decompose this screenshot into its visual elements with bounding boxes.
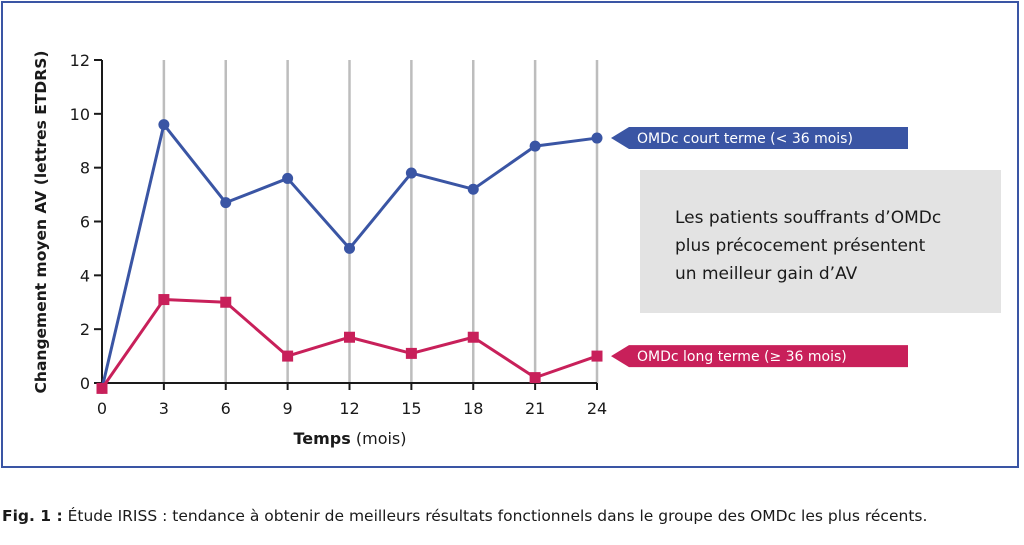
legend: OMDc court terme (< 36 mois) OMDc long te… bbox=[611, 127, 908, 368]
point-s1-0 bbox=[96, 382, 108, 394]
point-s1-6 bbox=[467, 331, 479, 343]
annotation-line-3: un meilleur gain d’AV bbox=[675, 264, 858, 284]
point-s1-3 bbox=[282, 350, 294, 362]
x-tick-label-0: 0 bbox=[97, 399, 107, 418]
x-axis-label-unit: (mois) bbox=[351, 429, 407, 448]
point-s0-1 bbox=[158, 119, 170, 131]
point-s0-2 bbox=[220, 197, 232, 209]
y-axis-label: Changement moyen AV (lettres ETDRS) bbox=[32, 51, 50, 394]
annotation-line-2: plus précocement présentent bbox=[675, 236, 926, 256]
point-s1-4 bbox=[344, 331, 355, 343]
grid-lines bbox=[162, 60, 599, 383]
x-tick-label-6: 6 bbox=[221, 399, 231, 418]
annotation-line-1: Les patients souffrants d’OMDc bbox=[675, 208, 942, 228]
point-s1-5 bbox=[405, 347, 417, 359]
point-s1-1 bbox=[158, 294, 170, 306]
point-s0-6 bbox=[467, 183, 479, 195]
point-s0-7 bbox=[529, 140, 541, 152]
x-axis-label: Temps (mois) bbox=[293, 429, 406, 448]
y-tick-label-8: 8 bbox=[80, 159, 90, 178]
y-tick-label-2: 2 bbox=[80, 320, 90, 339]
caption-text: Étude IRISS : tendance à obtenir de meil… bbox=[62, 507, 928, 525]
point-s0-8 bbox=[591, 132, 603, 144]
point-s0-4 bbox=[344, 242, 355, 254]
annotation-box: Les patients souffrants d’OMDc plus préc… bbox=[640, 170, 1001, 313]
point-s1-2 bbox=[220, 296, 232, 308]
legend-arrow-1 bbox=[611, 345, 908, 368]
x-tick-label-3: 3 bbox=[159, 399, 169, 418]
point-s0-3 bbox=[282, 172, 294, 184]
y-tick-label-6: 6 bbox=[80, 213, 90, 232]
x-tick-label-15: 15 bbox=[401, 399, 421, 418]
x-axis-label-bold: Temps bbox=[293, 429, 350, 448]
legend-arrow-0 bbox=[611, 127, 908, 150]
y-tick-labels: 0 2 4 6 8 10 12 bbox=[70, 51, 90, 393]
x-tick-label-18: 18 bbox=[463, 399, 483, 418]
axes bbox=[94, 59, 598, 390]
y-tick-label-0: 0 bbox=[80, 374, 90, 393]
y-tick-label-4: 4 bbox=[80, 266, 90, 285]
y-tick-label-12: 12 bbox=[70, 51, 90, 70]
x-tick-label-21: 21 bbox=[525, 399, 545, 418]
point-s1-7 bbox=[529, 372, 541, 384]
y-tick-label-10: 10 bbox=[70, 105, 90, 124]
x-tick-label-9: 9 bbox=[283, 399, 293, 418]
point-s0-5 bbox=[405, 167, 417, 179]
x-tick-label-24: 24 bbox=[587, 399, 607, 418]
x-tick-labels: 0 3 6 9 12 15 18 21 24 bbox=[97, 399, 607, 418]
figure-caption: Fig. 1 : Étude IRISS : tendance à obteni… bbox=[2, 504, 1022, 528]
legend-label-0: OMDc court terme (< 36 mois) bbox=[637, 131, 853, 147]
caption-label: Fig. 1 : bbox=[2, 507, 63, 525]
figure-frame bbox=[1, 1, 1019, 468]
series-group bbox=[96, 119, 603, 394]
legend-label-1: OMDc long terme (≥ 36 mois) bbox=[637, 349, 847, 365]
x-tick-label-12: 12 bbox=[339, 399, 359, 418]
point-s1-8 bbox=[591, 350, 603, 362]
